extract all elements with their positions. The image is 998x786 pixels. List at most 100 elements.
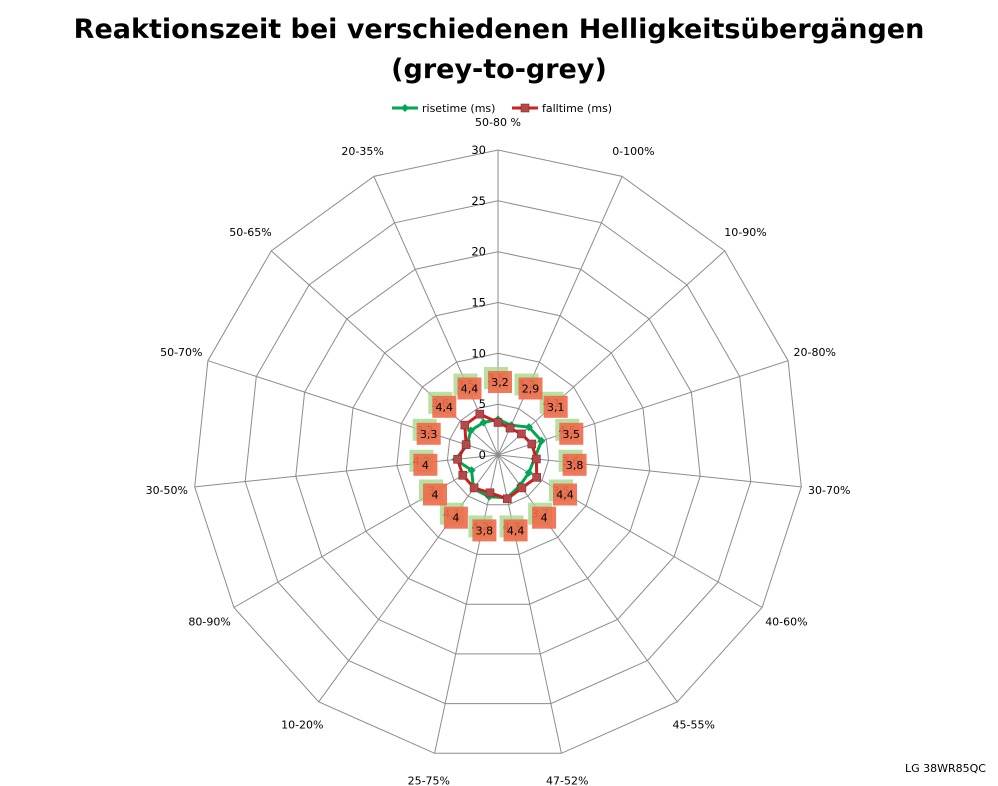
chart-title-line2: (grey-to-grey) bbox=[391, 54, 607, 85]
series-marker-square bbox=[532, 454, 541, 464]
grid-spoke bbox=[497, 176, 623, 456]
category-label: 40-60% bbox=[765, 616, 807, 629]
grid-spoke bbox=[373, 176, 499, 456]
grid-ring bbox=[295, 251, 701, 655]
data-label-box bbox=[518, 377, 543, 400]
category-label: 10-20% bbox=[281, 718, 323, 731]
data-label: 4 bbox=[422, 459, 429, 472]
series-marker-diamond bbox=[524, 468, 533, 477]
series-lines bbox=[451, 409, 546, 504]
data-label: 3,5 bbox=[563, 428, 581, 441]
data-label-box bbox=[416, 422, 441, 445]
series-marker-square bbox=[517, 429, 526, 439]
grid-spoke bbox=[194, 454, 499, 488]
data-label-box bbox=[457, 377, 482, 400]
data-label-box bbox=[553, 483, 577, 506]
data-label: 4 bbox=[541, 512, 548, 525]
series-marker-square bbox=[502, 494, 512, 504]
legend: risetime (ms) falltime (ms) bbox=[392, 102, 612, 115]
series-line bbox=[454, 417, 543, 500]
series-marker-square bbox=[505, 423, 515, 433]
data-label-box bbox=[503, 519, 528, 542]
series-marker-square bbox=[493, 418, 503, 427]
grid-ring bbox=[396, 352, 600, 555]
series-marker-square bbox=[517, 483, 527, 493]
category-label: 30-70% bbox=[808, 484, 850, 497]
grid-spoke bbox=[434, 454, 499, 754]
grid-spoke bbox=[233, 454, 499, 608]
category-label: 10-90% bbox=[724, 226, 766, 239]
series-marker-square bbox=[469, 483, 479, 493]
category-label: 20-35% bbox=[341, 145, 383, 158]
data-label-box bbox=[472, 519, 497, 542]
data-label-box bbox=[559, 422, 584, 445]
chart-title: Reaktionszeit bei verschiedenen Helligke… bbox=[0, 10, 998, 90]
series-marker-square bbox=[460, 420, 470, 430]
data-label-box bbox=[423, 483, 447, 506]
category-label: 50-65% bbox=[229, 226, 271, 239]
series-marker-square bbox=[461, 440, 471, 449]
data-label-box bbox=[543, 395, 568, 418]
series-marker-square bbox=[532, 473, 542, 482]
category-label: 30-50% bbox=[146, 484, 188, 497]
data-label-box bbox=[532, 506, 557, 529]
legend-marker bbox=[401, 104, 409, 112]
radial-tick-labels: 0 5 10 15 20 25 30 bbox=[471, 143, 486, 462]
grid-ring bbox=[244, 200, 752, 705]
data-label-box bbox=[562, 453, 587, 476]
grid-spoke bbox=[497, 454, 763, 608]
category-label: 45-55% bbox=[672, 718, 714, 731]
category-label: 80-90% bbox=[188, 616, 230, 629]
tick-label: 0 bbox=[479, 448, 486, 462]
category-label: 0-100% bbox=[612, 145, 654, 158]
data-labels: 3,53,24,14,53,63,53,74,34,24,134,23,23,6… bbox=[409, 367, 587, 542]
radar-grid bbox=[194, 149, 802, 754]
series-marker-diamond bbox=[524, 423, 533, 432]
data-label: 4,4 bbox=[556, 489, 574, 502]
grid-ring bbox=[446, 403, 550, 506]
category-labels: 50-80 % 0-100% 10-90% 20-80% 30-70% 40-60% 45-… bbox=[146, 116, 851, 786]
tick-label: 10 bbox=[471, 346, 486, 360]
series-marker-diamond bbox=[479, 418, 488, 427]
tick-label: 5 bbox=[479, 397, 486, 411]
series-marker-square bbox=[485, 488, 495, 498]
series-marker-square bbox=[527, 439, 537, 449]
series-marker-diamond bbox=[467, 466, 476, 475]
brand-footer: LG 38WR85QC bbox=[904, 762, 986, 775]
grid-ring bbox=[194, 149, 802, 754]
data-label-box bbox=[413, 453, 438, 476]
chart-title-line1: Reaktionszeit bei verschiedenen Helligke… bbox=[73, 14, 925, 45]
series-marker-square bbox=[475, 409, 485, 419]
tick-label: 15 bbox=[471, 296, 486, 310]
data-label: 3,2 bbox=[491, 376, 509, 389]
data-label: 3,8 bbox=[566, 459, 584, 472]
data-label-box bbox=[443, 506, 468, 529]
category-label: 50-80 % bbox=[475, 116, 521, 129]
tick-label: 30 bbox=[471, 143, 486, 157]
grid-spoke bbox=[497, 454, 802, 488]
category-label: 47-52% bbox=[546, 775, 588, 786]
grid-spoke bbox=[318, 454, 499, 703]
data-label: 4,4 bbox=[507, 524, 525, 537]
data-label-box bbox=[488, 371, 512, 393]
data-label: 3,1 bbox=[547, 401, 565, 414]
legend-marker bbox=[520, 103, 530, 113]
data-label: 4,4 bbox=[436, 401, 454, 414]
legend-label: falltime (ms) bbox=[542, 102, 612, 115]
series-line bbox=[456, 412, 539, 501]
data-label: 4,4 bbox=[461, 383, 479, 396]
legend-label: risetime (ms) bbox=[422, 102, 495, 115]
grid-spoke bbox=[207, 360, 499, 456]
category-label: 25-75% bbox=[408, 775, 450, 786]
grid-spoke bbox=[497, 250, 726, 456]
tick-label: 20 bbox=[471, 245, 486, 259]
grid-ring bbox=[345, 301, 651, 605]
series-marker-square bbox=[458, 470, 468, 480]
data-label: 3,8 bbox=[476, 524, 494, 537]
grid-spoke bbox=[497, 360, 789, 456]
data-label: 4 bbox=[432, 489, 439, 502]
category-label: 20-80% bbox=[793, 346, 835, 359]
series-marker-square bbox=[453, 454, 462, 464]
grid-spoke bbox=[497, 454, 678, 703]
